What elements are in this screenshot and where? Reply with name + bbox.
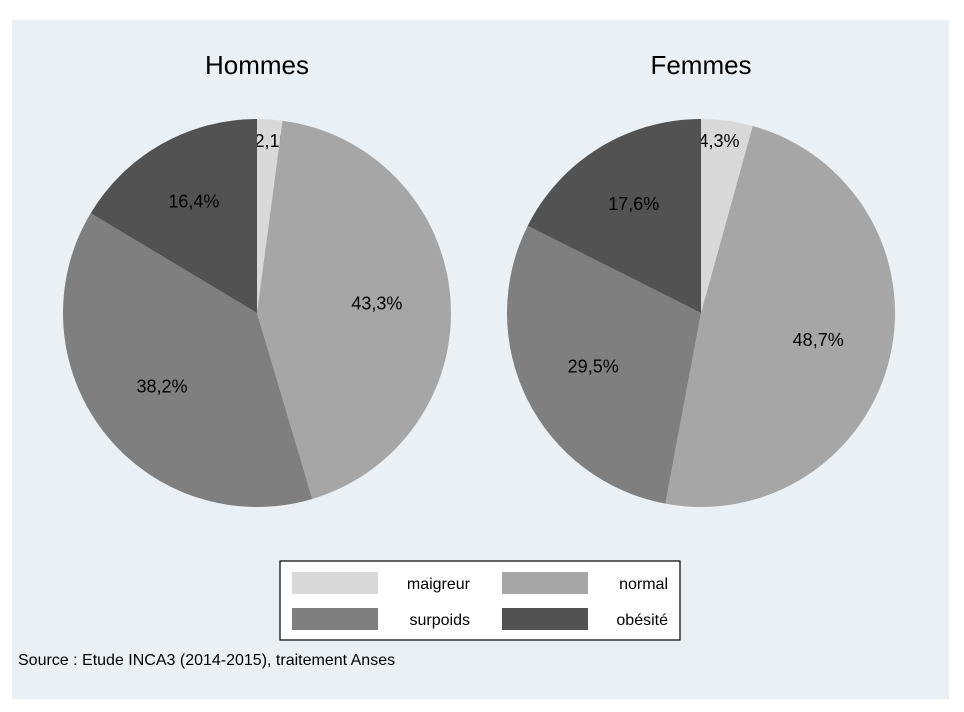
legend-swatch-surpoids [292, 608, 378, 630]
pie-label-femmes-normal: 48,7% [793, 330, 844, 350]
pies-layer: 2,1%43,3%38,2%16,4%4,3%48,7%29,5%17,6% [63, 118, 896, 507]
legend-swatch-normal [502, 572, 588, 594]
pie-slice-femmes-maigreur [701, 119, 753, 313]
legend: maigreur normal surpoids obésité [279, 560, 681, 641]
legend-label-normal: normal [619, 576, 668, 593]
legend-label-obesite: obésité [616, 612, 668, 629]
pie-slice-femmes-obesite [527, 118, 701, 313]
pie-label-femmes-surpoids: 29,5% [568, 356, 619, 376]
pie-label-hommes-surpoids: 38,2% [136, 377, 187, 397]
pie-slice-femmes-normal [665, 126, 896, 507]
legend-label-surpoids: surpoids [410, 612, 470, 629]
source-note: Source : Etude INCA3 (2014-2015), traite… [18, 652, 396, 669]
pie-label-femmes-obesite: 17,6% [608, 194, 659, 214]
pie-slice-hommes-obesite [90, 119, 257, 313]
pie-slice-femmes-surpoids [506, 225, 701, 504]
pie-label-femmes-maigreur: 4,3% [698, 131, 739, 151]
pie-title-femmes: Femmes [650, 50, 751, 80]
pie-slice-hommes-maigreur [257, 119, 283, 313]
pie-slice-hommes-surpoids [63, 213, 313, 507]
pie-charts: Hommes Femmes 2,1%43,3%38,2%16,4%4,3%48,… [63, 50, 896, 641]
chart-figure: Hommes Femmes 2,1% 43,3% 38,2% 16,4% 4,3% 48,… [12, 20, 949, 699]
pie-label-hommes-obesite: 16,4% [168, 192, 219, 212]
legend-swatch-maigreur [292, 572, 378, 594]
pie-slice-hommes-normal [257, 120, 451, 499]
pie-title-hommes: Hommes [205, 50, 309, 80]
legend-swatch-obesite [502, 608, 588, 630]
pie-label-hommes-normal: 43,3% [351, 294, 402, 314]
legend-label-maigreur: maigreur [407, 576, 471, 593]
